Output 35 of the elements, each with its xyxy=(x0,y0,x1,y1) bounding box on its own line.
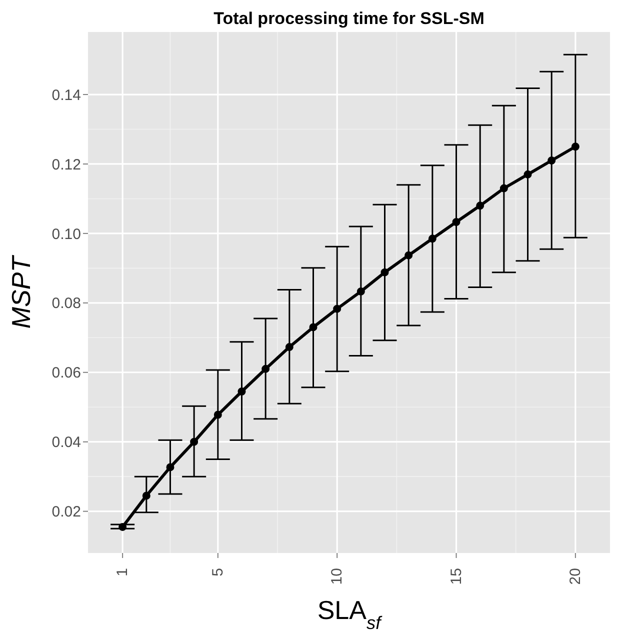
y-tick-label: 0.10 xyxy=(52,226,81,243)
x-tick-label: 15 xyxy=(448,568,465,585)
point xyxy=(404,251,413,260)
y-tick-label: 0.12 xyxy=(52,156,81,174)
point xyxy=(452,218,460,226)
chart-title: Total processing time for SSL-SM xyxy=(214,9,484,28)
y-tick-label: 0.14 xyxy=(52,86,81,104)
y-tick-label: 0.08 xyxy=(52,295,81,312)
x-tick-label: 10 xyxy=(328,568,346,585)
point xyxy=(142,492,150,500)
point xyxy=(428,234,436,243)
y-tick-label: 0.04 xyxy=(52,434,81,452)
y-tick-label: 0.02 xyxy=(52,504,81,521)
x-axis-title: SLA$_{sf}$ xyxy=(317,595,383,633)
point xyxy=(262,364,270,373)
point xyxy=(309,323,318,332)
point xyxy=(166,463,174,472)
point xyxy=(548,156,556,165)
point xyxy=(238,387,246,396)
point xyxy=(500,184,508,192)
x-tick-label: 1 xyxy=(114,568,132,576)
x-tick-label: 20 xyxy=(566,568,584,585)
point xyxy=(524,170,532,178)
point xyxy=(285,343,294,352)
point xyxy=(476,202,484,210)
point xyxy=(333,304,342,313)
point xyxy=(118,522,127,531)
point xyxy=(190,438,198,446)
point xyxy=(214,410,222,419)
x-tick-label: 5 xyxy=(209,568,226,576)
y-axis-title: MSPT xyxy=(6,254,36,329)
point xyxy=(571,142,580,151)
y-tick-label: 0.06 xyxy=(52,364,81,382)
point xyxy=(356,287,365,296)
point xyxy=(380,268,389,276)
